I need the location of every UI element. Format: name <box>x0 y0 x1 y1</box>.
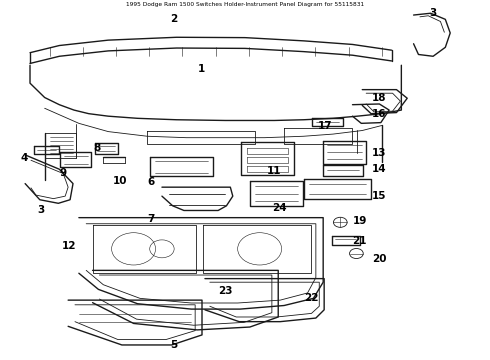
Text: 2: 2 <box>171 14 178 24</box>
Text: 5: 5 <box>171 340 178 350</box>
Text: 15: 15 <box>372 191 387 201</box>
Text: 14: 14 <box>372 164 387 174</box>
Text: 7: 7 <box>147 214 155 224</box>
Text: 22: 22 <box>304 293 318 303</box>
Text: 1: 1 <box>197 64 205 74</box>
Text: 16: 16 <box>372 109 387 119</box>
Text: 9: 9 <box>59 168 67 178</box>
Text: 11: 11 <box>267 166 281 176</box>
Text: 10: 10 <box>113 176 127 186</box>
Text: 6: 6 <box>147 177 155 187</box>
Text: 8: 8 <box>94 143 101 153</box>
Text: 4: 4 <box>20 153 27 163</box>
Text: 13: 13 <box>372 148 387 158</box>
Text: 24: 24 <box>272 203 287 213</box>
Text: 1995 Dodge Ram 1500 Switches Holder-Instrument Panel Diagram for 55115831: 1995 Dodge Ram 1500 Switches Holder-Inst… <box>126 2 364 7</box>
Text: 21: 21 <box>352 236 367 246</box>
Text: 18: 18 <box>372 93 387 103</box>
Text: 23: 23 <box>218 286 233 296</box>
Text: 3: 3 <box>37 205 45 215</box>
Text: 17: 17 <box>318 121 333 131</box>
Text: 20: 20 <box>372 254 387 264</box>
Text: 3: 3 <box>430 8 437 18</box>
Text: 19: 19 <box>352 216 367 226</box>
Text: 12: 12 <box>62 241 76 251</box>
